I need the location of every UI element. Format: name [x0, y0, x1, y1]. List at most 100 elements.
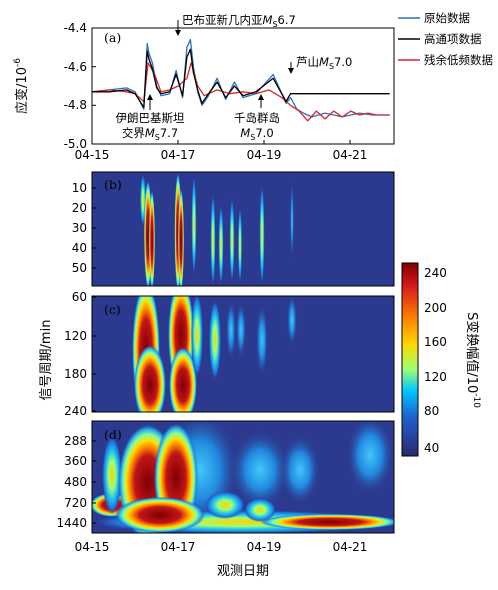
series-line-1	[92, 48, 390, 108]
annotation-kuril: 千岛群岛 MS7.0	[234, 94, 280, 142]
ytick-label: 720	[64, 496, 87, 510]
ytick-label: -4.4	[64, 21, 87, 35]
panel-a-series	[92, 38, 390, 122]
panel-c: (c) 60 120 180 240	[64, 290, 395, 418]
ytick-label: -5.0	[64, 137, 87, 151]
panel-d-frame	[91, 420, 395, 534]
heat-blob	[280, 435, 320, 505]
ytick-label: 50	[72, 261, 87, 275]
panel-d: (d) 288 360 480 720 1440 04-15 04-17 04-…	[56, 420, 395, 554]
xtick-label: 04-19	[247, 148, 282, 162]
series-line-0	[92, 38, 390, 118]
panel-a-xticks: 04-15 04-17 04-19 04-21	[75, 140, 368, 162]
colorbar-tick: 40	[424, 441, 439, 455]
heat-blob	[256, 304, 268, 376]
heat-blob	[238, 207, 242, 283]
series-line-2	[92, 62, 390, 122]
annotation-text: 伊朗巴基斯坦	[116, 111, 185, 125]
panel-b-frame	[91, 171, 395, 287]
heat-blob	[259, 185, 265, 285]
panel-a-yticks: -4.4 -4.6 -4.8 -5.0	[64, 21, 96, 151]
legend-label-highpass: 高通项数据	[424, 32, 482, 46]
arrowhead-icon	[288, 68, 294, 74]
heat-blob	[191, 296, 203, 377]
panel-c-frame	[91, 295, 395, 413]
ytick-label: 288	[64, 434, 87, 448]
annotation-text: MS7.0	[240, 126, 273, 142]
panel-a-frame	[91, 27, 395, 145]
xtick-label: 04-17	[161, 540, 196, 554]
heat-blob	[115, 497, 205, 533]
ytick-label: 10	[72, 181, 87, 195]
ytick-label: 60	[72, 290, 87, 304]
arrowhead-icon	[175, 30, 181, 36]
panel-a-label: (a)	[104, 30, 121, 45]
panel-d-label: (d)	[104, 427, 122, 442]
panel-c-label: (c)	[104, 302, 121, 317]
ytick-label: -4.8	[64, 98, 87, 112]
arrowhead-icon	[258, 94, 264, 100]
annotation-text: 千岛群岛	[234, 111, 280, 125]
heat-blob	[209, 300, 221, 380]
heat-blob	[287, 296, 297, 346]
ytick-label: 240	[64, 404, 87, 418]
heat-blob	[210, 194, 216, 286]
heat-blob	[191, 175, 197, 275]
colorbar: 240 200 160 120 80 40 S变换幅值/10-10	[401, 262, 481, 457]
panel-d-yticks: 288 360 480 720 1440	[56, 434, 96, 530]
heat-blob	[218, 205, 224, 285]
colorbar-ramp	[401, 262, 419, 457]
panel-a: (a) -4.4 -4.6 -4.8 -5.0 应变/10-6 原始数据 高通项…	[13, 11, 493, 162]
ytick-label: 30	[72, 221, 87, 235]
colorbar-tick: 120	[424, 370, 447, 384]
heat-blob	[178, 188, 184, 286]
xlabel: 观测日期	[217, 564, 269, 579]
heat-blob	[205, 491, 245, 519]
arrowhead-icon	[147, 94, 153, 100]
heat-blob	[230, 430, 290, 510]
ytick-label: 480	[64, 475, 87, 489]
panel-a-ylabel: 应变/10-6	[13, 58, 30, 114]
heat-blob	[149, 190, 155, 286]
heat-blob	[134, 345, 166, 412]
xtick-label: 04-17	[161, 148, 196, 162]
ytick-label: 360	[64, 454, 87, 468]
colorbar-tick: 200	[424, 301, 447, 315]
xtick-label: 04-15	[75, 540, 110, 554]
annotation-text: 巴布亚新几内亚MS6.7	[182, 13, 296, 29]
ytick-label: 40	[72, 241, 87, 255]
panel-b-yticks: 10 20 30 40 50	[72, 181, 96, 275]
heat-blob	[236, 302, 246, 358]
annotation-png: 巴布亚新几内亚MS6.7	[175, 13, 296, 36]
ytick-label: 120	[64, 329, 87, 343]
lower-ylabel: 信号周期/min	[39, 320, 54, 401]
xtick-label: 04-21	[333, 148, 368, 162]
annotation-text: 芦山MS7.0	[296, 55, 352, 71]
panel-b-label: (b)	[104, 177, 122, 192]
annotation-text: 交界MS7.7	[122, 126, 178, 142]
legend-label-residual: 残余低频数据	[424, 53, 493, 67]
xtick-label: 04-19	[247, 540, 282, 554]
panel-b-background	[92, 172, 394, 286]
xtick-label: 04-21	[333, 540, 368, 554]
panel-d-xticks: 04-15 04-17 04-19 04-21	[75, 540, 368, 554]
heat-blob	[169, 347, 197, 412]
xtick-label: 04-15	[75, 148, 110, 162]
legend: 原始数据 高通项数据 残余低频数据	[398, 11, 493, 67]
heat-blob	[290, 180, 294, 260]
colorbar-tick: 80	[424, 404, 439, 418]
colorbar-tick: 160	[424, 335, 447, 349]
annotation-lushan: 芦山MS7.0	[288, 55, 352, 74]
legend-label-raw: 原始数据	[424, 11, 470, 25]
ytick-label: 1440	[56, 516, 87, 530]
colorbar-tick: 240	[424, 266, 447, 280]
ytick-label: 180	[64, 367, 87, 381]
heat-blob	[244, 498, 276, 522]
panel-d-heatmap	[92, 421, 394, 533]
panel-b: (b) 10 20 30 40 50	[72, 171, 395, 287]
colorbar-label: S变换幅值/10-10	[464, 312, 481, 408]
panel-c-yticks: 60 120 180 240	[64, 290, 96, 418]
ytick-label: -4.6	[64, 60, 87, 74]
heat-blob	[226, 300, 236, 360]
heat-blob	[102, 435, 122, 515]
